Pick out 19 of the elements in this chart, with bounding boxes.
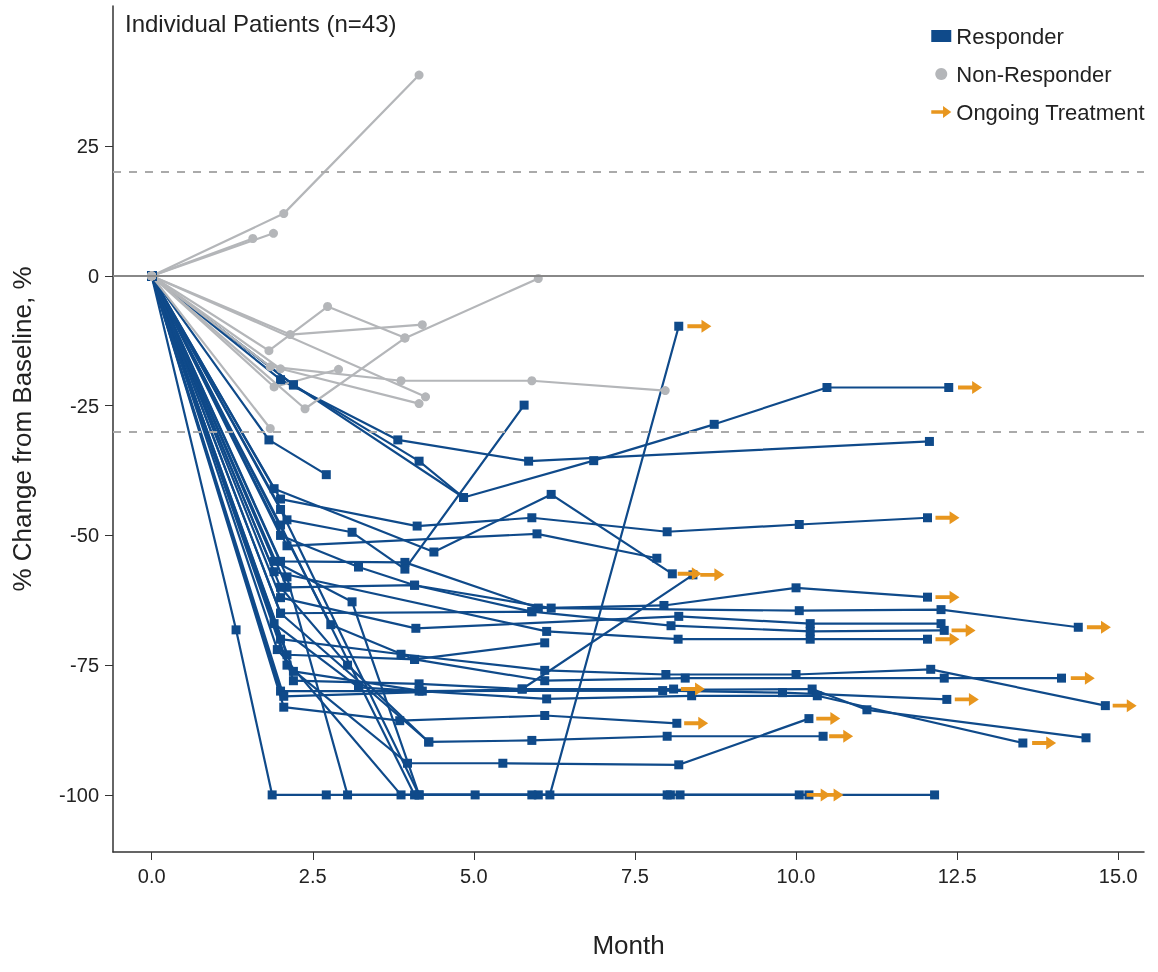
x-tick-label: 7.5 (621, 865, 649, 887)
x-tick-label: 10.0 (776, 865, 816, 887)
x-tick-label: 15.0 (1098, 865, 1138, 887)
y-tick-label: 25 (76, 135, 99, 158)
legend-label: Ongoing Treatment (956, 99, 1145, 125)
y-tick-label: -100 (58, 783, 99, 806)
legend-label: Responder (956, 23, 1064, 49)
x-tick-label: 5.0 (459, 865, 488, 887)
x-tick-label: 2.5 (298, 865, 327, 887)
y-tick-label: -75 (70, 654, 99, 677)
x-tick-label: 0.0 (137, 865, 166, 887)
x-tick-label: 12.5 (937, 865, 977, 887)
x-axis-title: Month (592, 930, 665, 960)
y-tick-label: 0 (87, 264, 99, 287)
y-tick-label: -50 (70, 524, 99, 547)
chart-title: Individual Patients (n=43) (125, 9, 397, 37)
legend-label: Non-Responder (956, 61, 1112, 87)
y-axis-title: % Change from Baseline, % (7, 266, 37, 592)
y-tick-label: -25 (70, 394, 99, 417)
